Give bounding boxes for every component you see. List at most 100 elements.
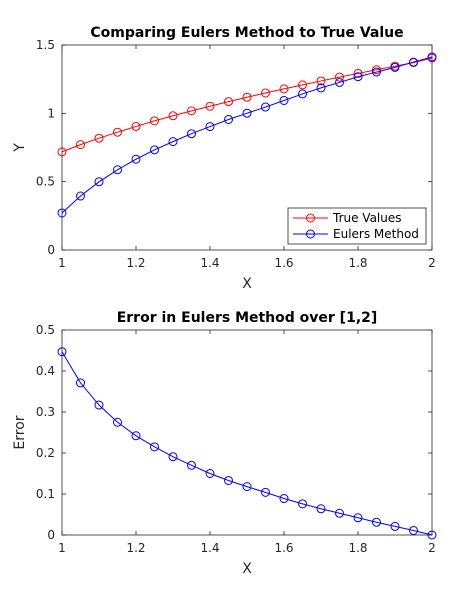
data-point [409,57,418,67]
data-point [261,487,270,497]
y-tick-label: 1.5 [36,38,55,52]
data-point [168,452,178,462]
data-point [335,77,344,87]
y-tick-label: 0 [47,528,55,542]
data-point [94,133,104,143]
y-axis-label: Error [12,415,28,449]
data-point [57,208,67,218]
y-axis-label: Y [12,143,28,153]
data-point [261,102,270,112]
chart-euler-comparison: 1 1.2 1.4 1.6 1.8 2 0 0.5 1 1.5 Comparing Eulers M… [12,25,437,292]
chart-title: Comparing Eulers Method to True Value [90,25,403,41]
data-point [353,68,363,78]
data-point [298,80,307,90]
x-axis-label: X [242,276,252,292]
y-tick-label: 0.5 [36,175,55,189]
legend: True Values Eulers Method [287,207,427,245]
x-tick-label: 1.2 [126,541,145,555]
data-point [187,129,196,139]
x-tick-label: 2 [428,541,436,555]
legend-entry: Eulers Method [333,227,419,241]
data-point [335,72,344,82]
data-point [224,97,233,107]
data-point [113,165,122,175]
y-tick-label: 0.5 [36,323,55,337]
x-tick-label: 2 [428,256,436,270]
data-point [131,154,141,164]
x-tick-label: 1.8 [348,256,367,270]
data-point [94,177,104,187]
data-point [76,378,85,388]
data-point [298,499,307,509]
x-tick-label: 1.6 [274,541,293,555]
data-point [279,494,289,504]
data-point [57,147,67,157]
y-tick-label: 0 [47,243,55,257]
data-point [279,84,289,94]
data-point [131,431,141,441]
data-point [168,111,178,121]
data-point [409,525,418,535]
x-tick-label: 1.4 [200,541,219,555]
data-point [113,417,122,427]
series-line-0 [61,57,433,153]
y-tick-label: 0.3 [36,405,55,419]
data-point [242,92,252,102]
plot-area [61,329,433,536]
x-tick-label: 1 [58,541,66,555]
data-point [57,347,67,357]
x-tick-label: 1.4 [200,256,219,270]
data-point [427,52,437,62]
data-point [390,62,400,72]
data-point [205,469,215,478]
chart-euler-error: 1 1.2 1.4 1.6 1.8 2 0 0.1 0.2 0.3 0.4 0.5 Error in E… [12,310,437,577]
x-axis-label: X [242,561,252,577]
data-point [427,530,437,540]
data-point [187,460,196,470]
data-point [353,72,363,82]
data-point [372,65,381,75]
data-point [335,508,344,518]
data-point [150,116,159,126]
data-point [113,127,122,137]
data-point [316,504,326,514]
data-point [224,114,233,124]
legend-entry: True Values [332,211,402,225]
data-point [76,140,85,150]
y-tick-label: 0.1 [36,487,55,501]
data-point [353,513,363,523]
data-point [242,482,252,492]
series-line-1 [61,56,433,214]
data-point [242,108,252,118]
data-point [316,76,326,86]
data-point [76,191,85,201]
chart-title: Error in Eulers Method over [1,2] [117,310,378,326]
y-tick-label: 0.4 [36,364,55,378]
legend-marker [306,229,315,239]
data-point [205,101,215,111]
x-tick-label: 1.2 [126,256,145,270]
y-tick-label: 0.2 [36,446,55,460]
data-point [131,121,141,131]
y-tick-label: 1 [47,106,55,120]
series-line-0 [61,351,433,536]
x-tick-label: 1 [58,256,66,270]
data-point [316,83,326,93]
data-point [372,67,381,77]
data-point [279,95,289,105]
data-point [150,145,159,155]
x-tick-label: 1.6 [274,256,293,270]
data-point [168,137,178,147]
data-point [261,88,270,98]
data-point [94,400,104,410]
data-point [187,106,196,116]
data-point [298,89,307,99]
legend-marker [306,213,315,223]
data-point [224,475,233,485]
data-point [150,442,159,452]
data-point [390,521,400,531]
data-point [372,517,381,527]
x-tick-label: 1.8 [348,541,367,555]
data-point [205,122,215,132]
